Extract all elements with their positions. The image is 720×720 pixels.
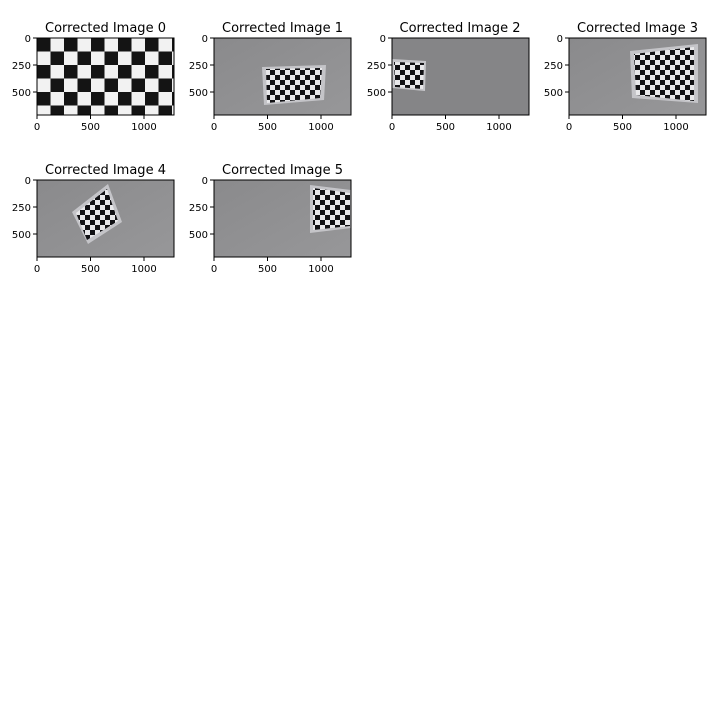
x-tick-label: 0 — [34, 264, 40, 275]
axes-frame — [213, 37, 352, 116]
y-tick-label: 500 — [544, 88, 563, 99]
y-tick-label: 250 — [189, 61, 208, 72]
y-tick-label: 500 — [189, 230, 208, 241]
y-tick-label: 250 — [12, 203, 31, 214]
x-axis-ticks: 0 500 1000 — [211, 257, 334, 275]
checkerboard — [634, 47, 694, 101]
y-axis-ticks: 0 250 500 — [544, 34, 569, 99]
subplot-2: Corrected Image 2 0 500 1000 0 250 500 — [367, 21, 530, 133]
subplot-title: Corrected Image 3 — [577, 21, 698, 36]
x-tick-label: 500 — [258, 122, 277, 133]
checkerboard — [266, 68, 322, 103]
x-tick-label: 1000 — [308, 264, 333, 275]
subplot-0: Corrected Image 0 0 500 1000 0 250 500 — [12, 21, 175, 133]
x-axis-ticks: 0 500 1000 — [566, 115, 689, 133]
subplot-title: Corrected Image 2 — [400, 21, 521, 36]
y-tick-label: 0 — [202, 176, 208, 187]
image-0 — [37, 38, 174, 115]
y-tick-label: 0 — [25, 176, 31, 187]
subplot-3: Corrected Image 3 0 500 1000 0 250 500 — [544, 21, 707, 133]
y-axis-ticks: 0 250 500 — [189, 34, 214, 99]
y-tick-label: 250 — [544, 61, 563, 72]
x-tick-label: 0 — [389, 122, 395, 133]
x-tick-label: 1000 — [308, 122, 333, 133]
x-tick-label: 0 — [34, 122, 40, 133]
y-tick-label: 250 — [367, 61, 386, 72]
checkerboard — [76, 189, 118, 240]
x-tick-label: 500 — [81, 264, 100, 275]
y-tick-label: 500 — [12, 88, 31, 99]
checkerboard — [394, 62, 424, 89]
y-axis-ticks: 0 250 500 — [12, 34, 37, 99]
x-tick-label: 1000 — [131, 264, 156, 275]
x-tick-label: 1000 — [131, 122, 156, 133]
checkerboard — [313, 188, 350, 230]
subplot-1: Corrected Image 1 0 500 1000 0 250 500 — [189, 21, 352, 133]
subplot-title: Corrected Image 1 — [222, 21, 343, 36]
y-tick-label: 500 — [12, 230, 31, 241]
x-tick-label: 1000 — [663, 122, 688, 133]
y-tick-label: 250 — [189, 203, 208, 214]
subplot-title: Corrected Image 5 — [222, 163, 343, 178]
x-tick-label: 0 — [211, 122, 217, 133]
axes-frame — [36, 37, 175, 116]
y-tick-label: 250 — [12, 61, 31, 72]
subplot-4: Corrected Image 4 0 500 1000 0 250 500 — [12, 163, 175, 275]
axes-frame — [213, 179, 352, 258]
axes-frame — [568, 37, 707, 116]
y-tick-label: 500 — [189, 88, 208, 99]
y-tick-label: 0 — [557, 34, 563, 45]
axes-frame — [36, 179, 175, 258]
y-tick-label: 500 — [367, 88, 386, 99]
x-tick-label: 0 — [566, 122, 572, 133]
axes-frame — [391, 37, 530, 116]
x-axis-ticks: 0 500 1000 — [34, 115, 157, 133]
y-tick-label: 0 — [25, 34, 31, 45]
x-tick-label: 500 — [436, 122, 455, 133]
x-tick-label: 0 — [211, 264, 217, 275]
y-axis-ticks: 0 250 500 — [367, 34, 392, 99]
x-axis-ticks: 0 500 1000 — [389, 115, 512, 133]
subplot-title: Corrected Image 0 — [45, 21, 166, 36]
y-tick-label: 0 — [202, 34, 208, 45]
x-axis-ticks: 0 500 1000 — [34, 257, 157, 275]
x-tick-label: 1000 — [486, 122, 511, 133]
y-axis-ticks: 0 250 500 — [189, 176, 214, 241]
y-axis-ticks: 0 250 500 — [12, 176, 37, 241]
x-tick-label: 500 — [258, 264, 277, 275]
subplot-title: Corrected Image 4 — [45, 163, 166, 178]
x-axis-ticks: 0 500 1000 — [211, 115, 334, 133]
y-tick-label: 0 — [380, 34, 386, 45]
x-tick-label: 500 — [81, 122, 100, 133]
x-tick-label: 500 — [613, 122, 632, 133]
subplot-5: Corrected Image 5 0 500 1000 0 250 500 — [189, 163, 352, 275]
